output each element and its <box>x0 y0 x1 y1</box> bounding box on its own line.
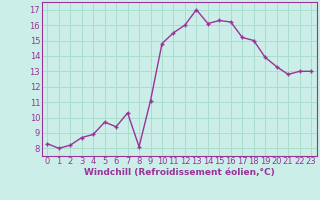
X-axis label: Windchill (Refroidissement éolien,°C): Windchill (Refroidissement éolien,°C) <box>84 168 275 177</box>
